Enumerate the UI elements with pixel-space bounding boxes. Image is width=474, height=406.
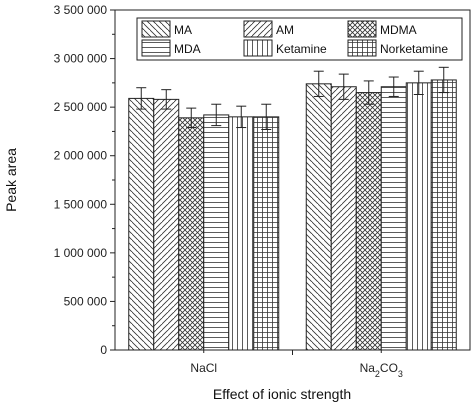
y-tick-label: 0 xyxy=(100,343,107,357)
bar-ma-nacl xyxy=(128,97,155,351)
y-axis-title: Peak area xyxy=(3,148,19,212)
legend-frame xyxy=(136,17,463,61)
legend-swatch-mda xyxy=(141,39,171,57)
legend: MA AM MDMA MDA Ketamine Norketamine xyxy=(136,17,463,61)
bar-mdma-nacl xyxy=(178,117,205,351)
legend-label-ma: MA xyxy=(174,23,192,37)
y-tick-label: 3 000 000 xyxy=(54,52,108,66)
bar-ketamine-nacl xyxy=(228,116,255,351)
y-tick-label: 2 500 000 xyxy=(54,100,108,114)
legend-swatch-ketamine xyxy=(243,39,273,57)
legend-swatch-norketamine xyxy=(347,39,377,57)
y-tick-label: 3 500 000 xyxy=(54,3,108,17)
y-tick-label: 1 500 000 xyxy=(54,197,108,211)
bar-am-na2co3 xyxy=(330,86,357,351)
x-axis: NaCl Na2CO3 xyxy=(190,350,403,379)
bar-mda-nacl xyxy=(203,114,230,351)
y-tick-label: 2 000 000 xyxy=(54,149,108,163)
legend-label-am: AM xyxy=(276,23,294,37)
legend-swatch-am xyxy=(243,20,273,38)
bar-am-nacl xyxy=(153,98,180,351)
x-tick-label-nacl: NaCl xyxy=(190,361,217,375)
legend-swatch-mdma xyxy=(347,20,377,38)
bars-layer xyxy=(128,79,457,351)
x-tick-label-na2co3: Na2CO3 xyxy=(360,361,403,379)
bar-norketamine-na2co3 xyxy=(430,79,457,351)
legend-label-mdma: MDMA xyxy=(380,23,417,37)
y-tick-label: 1 000 000 xyxy=(54,246,108,260)
bar-norketamine-nacl xyxy=(253,116,280,351)
legend-label-mda: MDA xyxy=(174,42,201,56)
bar-ma-na2co3 xyxy=(305,83,332,351)
error-bars-layer xyxy=(136,66,449,130)
bar-mdma-na2co3 xyxy=(355,92,382,351)
legend-label-norketamine: Norketamine xyxy=(380,42,448,56)
x-axis-title: Effect of ionic strength xyxy=(213,386,351,402)
y-tick-label: 500 000 xyxy=(64,294,108,308)
legend-label-ketamine: Ketamine xyxy=(276,42,327,56)
legend-swatch-ma xyxy=(141,20,171,38)
bar-ketamine-na2co3 xyxy=(405,82,432,351)
y-axis: 0 500 000 1 000 000 1 500 000 2 000 000 2 500… xyxy=(54,3,115,357)
bar-mda-na2co3 xyxy=(380,86,407,351)
